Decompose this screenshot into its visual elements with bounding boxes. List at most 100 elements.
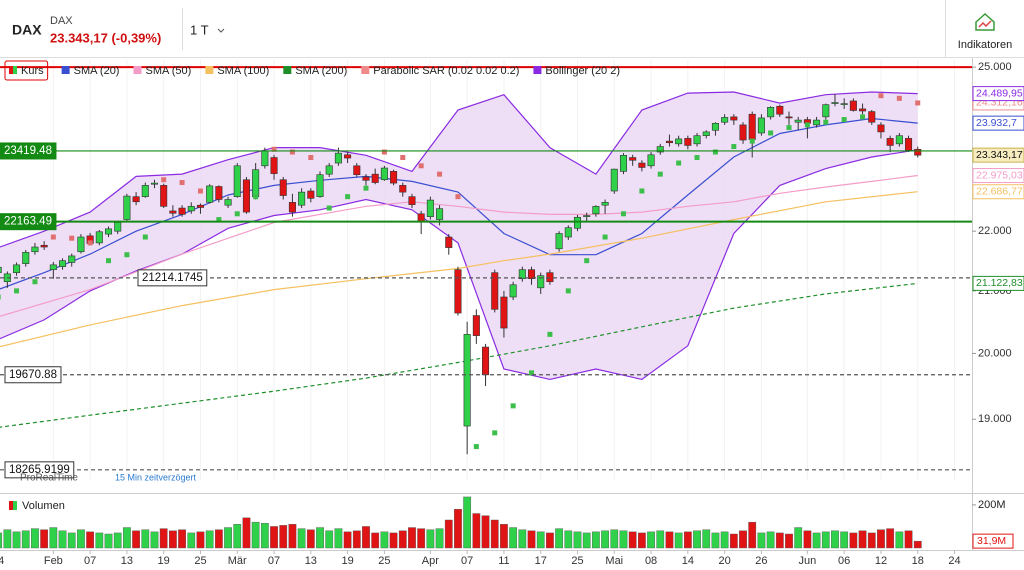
y-tick-label: 19.000	[978, 413, 1012, 425]
volume-bar	[113, 532, 122, 549]
legend-swatch	[533, 66, 542, 74]
sar-dot	[749, 138, 755, 144]
volume-label: Volumen	[22, 500, 65, 512]
indicators-icon[interactable]	[975, 12, 995, 31]
sar-dot	[363, 185, 369, 191]
delay-note: 15 Min zeitverzögert	[115, 472, 197, 482]
candle-body	[482, 346, 490, 376]
level-label-box	[137, 269, 208, 287]
volume-bar	[325, 530, 334, 549]
legend-item[interactable]: SMA (100)	[205, 65, 269, 77]
level-label: 23419.48	[0, 142, 57, 160]
legend-item[interactable]: Bollinger (20 2)	[533, 65, 620, 77]
symbol[interactable]: DAX	[12, 22, 42, 38]
candle-body	[426, 199, 434, 217]
volume-bar	[867, 532, 876, 549]
candle-body	[914, 148, 922, 156]
volume-bar	[683, 531, 692, 549]
candle-body	[132, 196, 140, 203]
candle-body	[555, 233, 563, 250]
volume-bar	[0, 532, 3, 549]
volume-bar	[711, 532, 720, 549]
sar-dot	[915, 100, 921, 106]
level-label-box	[0, 213, 57, 231]
period-select[interactable]: 1 T	[190, 22, 209, 37]
instrument-name: DAX	[50, 15, 73, 27]
candle-body	[730, 116, 738, 121]
candle-body	[123, 195, 131, 220]
candle-body	[638, 162, 646, 168]
volume-bar	[536, 531, 545, 549]
x-tick-label: 11	[498, 555, 509, 567]
sar-dot	[731, 144, 737, 150]
level-label-box	[0, 142, 57, 160]
volume-bar	[31, 528, 39, 549]
volume-bar	[279, 525, 288, 549]
legend-swatch	[361, 66, 370, 74]
y-tick-label: 22.000	[978, 225, 1012, 237]
legend-item[interactable]: Parabolic SAR (0.02 0.02 0.2)	[361, 65, 519, 77]
x-tick-label: Jun	[799, 555, 817, 567]
volume-bar	[380, 531, 389, 549]
volume-bar	[564, 530, 573, 549]
candle-body	[868, 111, 876, 123]
candle-body	[840, 103, 848, 105]
legend-item[interactable]: Kurs	[4, 60, 49, 81]
candle-body	[59, 260, 67, 267]
candle-body	[445, 236, 453, 248]
sar-dot	[179, 180, 185, 186]
volume-bar	[398, 530, 407, 549]
candle-body	[500, 296, 508, 329]
sar-dot	[142, 234, 148, 240]
volume-bar	[150, 531, 159, 549]
volume-bar	[472, 513, 481, 549]
sar-dot	[565, 288, 571, 294]
candle-body	[721, 117, 729, 123]
volume-bar	[58, 530, 67, 549]
value-label-box	[972, 168, 1024, 184]
candle-body	[215, 186, 223, 200]
value-label-box	[972, 184, 1024, 200]
legend-item[interactable]: SMA (50)	[133, 65, 191, 77]
y-tick-label: 25.000	[978, 61, 1012, 73]
x-tick-label: 25	[571, 555, 583, 567]
value-label: 21.122,83	[976, 277, 1023, 289]
sar-dot	[602, 234, 608, 240]
volume-bar	[463, 496, 472, 549]
indicators-button[interactable]: Indikatoren	[958, 39, 1012, 51]
x-tick-label: 17	[535, 555, 547, 567]
volume-bar	[821, 531, 830, 549]
candle-body	[408, 196, 416, 205]
legend-label: Bollinger (20 2)	[545, 65, 620, 77]
sar-dot	[455, 194, 461, 200]
candle-body	[417, 213, 425, 223]
volume-bar	[555, 528, 563, 549]
candle-body	[702, 131, 710, 136]
sar-dot	[14, 288, 20, 294]
legend-item[interactable]: SMA (200)	[283, 65, 347, 77]
value-label: 23.932,7	[976, 117, 1017, 129]
legend-swatch	[133, 66, 142, 74]
legend-label: Kurs	[21, 65, 44, 77]
y-tick-label: 20.000	[978, 347, 1012, 359]
x-tick-label: 06	[838, 555, 850, 567]
sar-dot	[161, 177, 167, 183]
legend-label: Parabolic SAR (0.02 0.02 0.2)	[373, 65, 519, 77]
volume-bar	[77, 529, 85, 549]
volume-bar	[444, 519, 453, 549]
volume-bar	[481, 515, 490, 549]
candle-body	[362, 176, 370, 181]
legend-item[interactable]: SMA (20)	[61, 65, 120, 77]
x-tick-label: 24	[0, 555, 4, 567]
x-tick-label: 13	[121, 555, 133, 567]
volume-bar	[739, 530, 747, 549]
sar-dot	[289, 149, 295, 155]
candle-body	[316, 174, 324, 197]
candle-body	[178, 207, 186, 215]
bollinger-fill	[0, 92, 918, 380]
sar-dot	[620, 211, 626, 217]
volume-bar	[224, 527, 232, 549]
value-label: 24.489,95	[976, 87, 1023, 99]
volume-bar	[3, 529, 12, 549]
